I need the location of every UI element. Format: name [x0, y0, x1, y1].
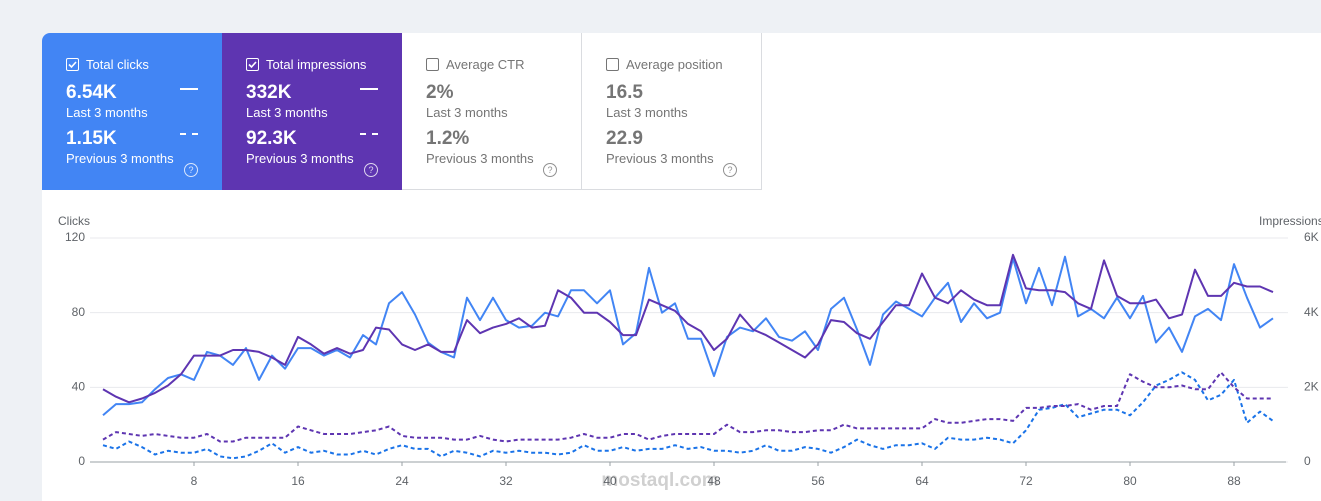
card-period: Last 3 months: [246, 105, 328, 120]
y-tick-label: 80: [72, 305, 86, 319]
x-tick-label: 72: [1019, 474, 1033, 488]
x-tick-label: 48: [707, 474, 721, 488]
help-icon[interactable]: ?: [543, 163, 557, 177]
card-title: Total clicks: [86, 57, 149, 72]
metric-card[interactable]: Average CTR 2% Last 3 months 1.2% Previous 3…: [402, 33, 582, 190]
series-line: [102, 255, 1274, 417]
x-tick-label: 8: [191, 474, 198, 488]
card-prev-value: 22.9: [606, 128, 643, 149]
y-axis-label: Clicks: [58, 214, 90, 228]
legend-dashed: [180, 133, 198, 135]
card-prev-value: 1.15K: [66, 128, 117, 149]
card-title: Average CTR: [446, 57, 525, 72]
card-prev-period: Previous 3 months: [426, 151, 534, 166]
y2-tick-label: 6K: [1304, 230, 1319, 244]
card-header: Average CTR: [426, 57, 525, 72]
card-prev-value: 92.3K: [246, 128, 297, 149]
watermark: mostaql.com: [601, 470, 718, 491]
card-value: 332K: [246, 82, 292, 103]
checkbox[interactable]: [246, 58, 259, 71]
card-period: Last 3 months: [66, 105, 148, 120]
help-icon[interactable]: ?: [184, 163, 198, 177]
card-title: Average position: [626, 57, 723, 72]
help-icon[interactable]: ?: [364, 163, 378, 177]
legend-solid: [360, 88, 378, 90]
x-tick-label: 56: [811, 474, 825, 488]
y2-axis-label: Impressions: [1259, 214, 1321, 228]
y-tick-label: 40: [72, 380, 86, 394]
y2-tick-label: 4K: [1304, 305, 1319, 319]
legend-dashed: [360, 133, 378, 135]
checkbox[interactable]: [426, 58, 439, 71]
series-line: [102, 253, 1274, 404]
series-line: [102, 371, 1273, 443]
card-value: 2%: [426, 82, 454, 103]
check: [68, 61, 77, 69]
metric-card[interactable]: Total clicks 6.54K Last 3 months 1.15K Previ…: [42, 33, 222, 190]
card-value: 16.5: [606, 82, 643, 103]
card-period: Last 3 months: [606, 105, 688, 120]
series-line: [102, 371, 1274, 460]
checkbox[interactable]: [66, 58, 79, 71]
card-header: Total clicks: [66, 57, 149, 72]
y2-tick-label: 0: [1304, 454, 1311, 468]
card-title: Total impressions: [266, 57, 367, 72]
card-period: Last 3 months: [426, 105, 508, 120]
card-header: Total impressions: [246, 57, 366, 72]
metric-card[interactable]: Average position 16.5 Last 3 months 22.9 Pre…: [582, 33, 762, 190]
x-tick-label: 40: [603, 474, 617, 488]
legend-solid: [180, 88, 198, 90]
card-prev-period: Previous 3 months: [606, 151, 714, 166]
y-tick-label: 120: [65, 230, 85, 244]
x-tick-label: 16: [291, 474, 305, 488]
card-prev-period: Previous 3 months: [246, 151, 354, 166]
x-tick-label: 64: [915, 474, 929, 488]
help-icon[interactable]: ?: [723, 163, 737, 177]
checkbox[interactable]: [606, 58, 619, 71]
x-tick-label: 88: [1227, 474, 1241, 488]
card-prev-value: 1.2%: [426, 128, 470, 149]
x-tick-label: 80: [1123, 474, 1137, 488]
card-header: Average position: [606, 57, 723, 72]
y-tick-label: 0: [78, 454, 85, 468]
x-tick-label: 32: [499, 474, 513, 488]
metric-card[interactable]: Total impressions 332K Last 3 months 92.3K P…: [222, 33, 402, 190]
check: [248, 61, 257, 69]
card-value: 6.54K: [66, 82, 117, 103]
card-prev-period: Previous 3 months: [66, 151, 174, 166]
y2-tick-label: 2K: [1304, 380, 1319, 394]
x-tick-label: 24: [395, 474, 409, 488]
